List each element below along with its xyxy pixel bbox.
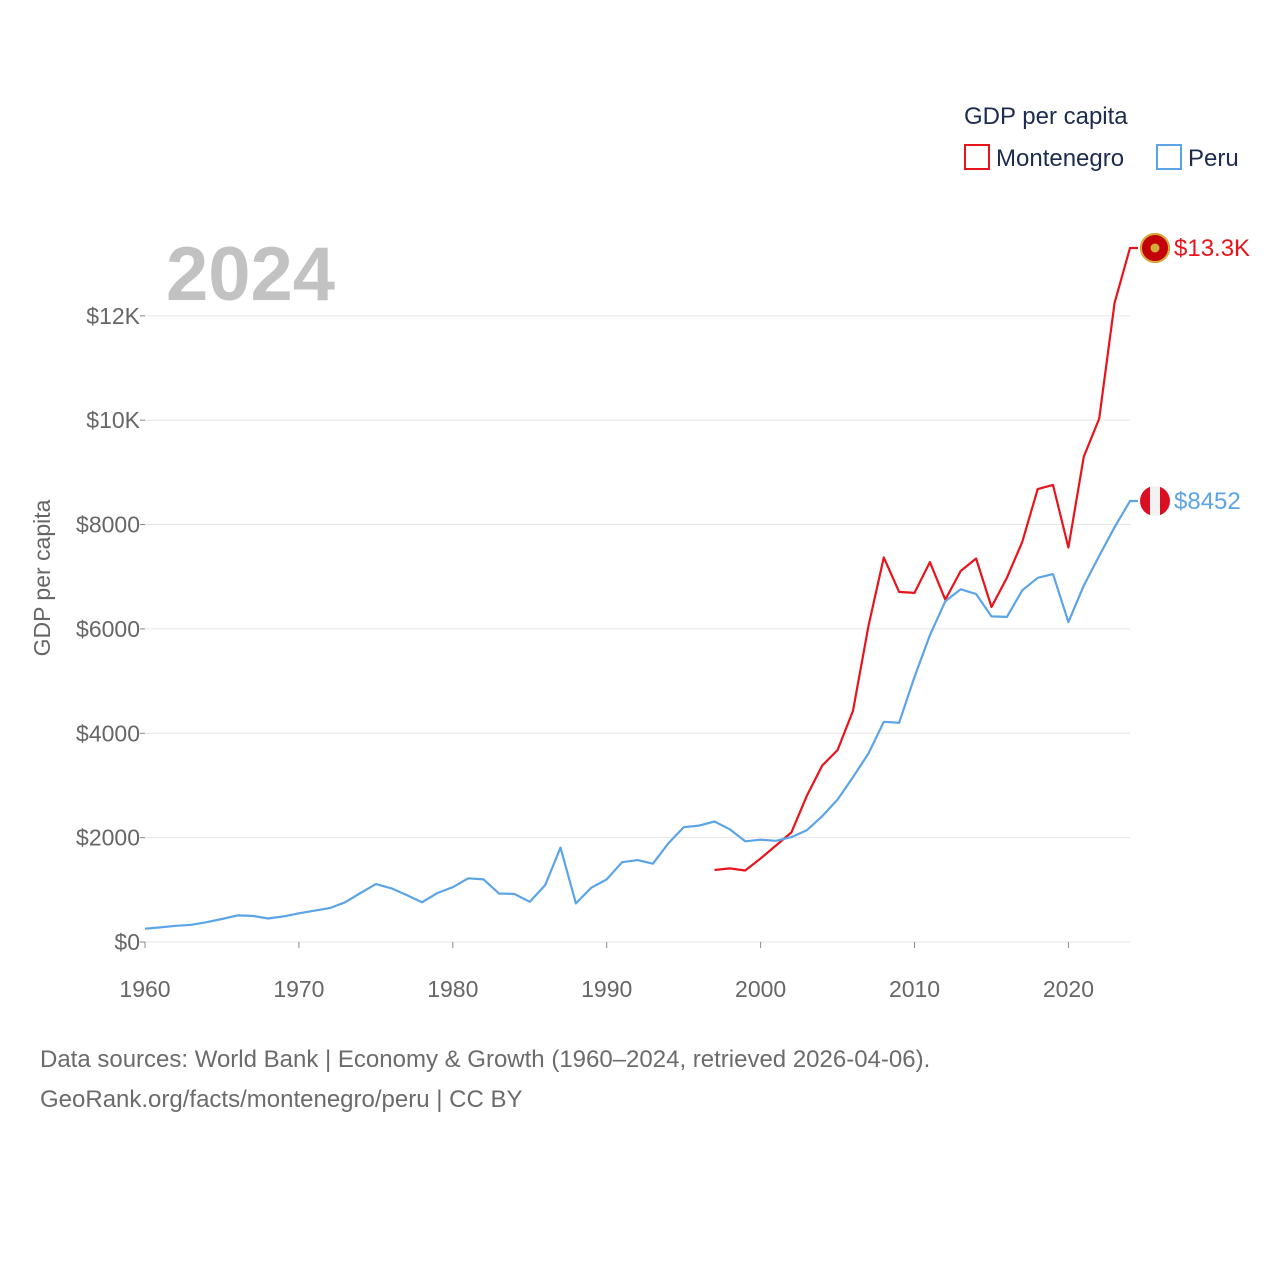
series-line-montenegro[interactable] <box>714 246 1139 872</box>
flag-montenegro-icon <box>1140 233 1170 263</box>
y-tick-label: $2000 <box>76 825 140 851</box>
gridlines <box>145 315 1130 943</box>
x-tick-label: 2000 <box>735 976 786 1002</box>
x-tick-label: 2020 <box>1043 976 1094 1002</box>
flag-band-left <box>1140 485 1150 516</box>
legend: GDP per capita Montenegro Peru <box>964 103 1239 172</box>
end-markers: $13.3K $8452 <box>1140 233 1250 516</box>
flag-peru-icon <box>1140 485 1170 516</box>
end-value-label-montenegro: $13.3K <box>1174 235 1250 262</box>
y-axis-title: GDP per capita <box>29 499 55 656</box>
legend-swatch-montenegro[interactable] <box>964 144 990 170</box>
series-line-peru[interactable] <box>144 499 1138 930</box>
y-tick-label: $4000 <box>76 720 140 746</box>
flag-border <box>1140 233 1170 263</box>
x-tick-label: 1960 <box>119 976 170 1002</box>
footer-sources: Data sources: World Bank | Economy & Gro… <box>40 1046 931 1073</box>
legend-label-peru[interactable]: Peru <box>1188 145 1239 172</box>
flag-band-right <box>1160 485 1170 516</box>
x-tick-label: 1980 <box>427 976 478 1002</box>
footer: Data sources: World Bank | Economy & Gro… <box>40 1040 930 1120</box>
y-tick-label: $12K <box>86 303 140 329</box>
legend-title: GDP per capita <box>964 103 1128 130</box>
y-tick-label: $0 <box>114 929 140 955</box>
y-axis-ticks: $0 $2000 $4000 $6000 $8000 $10K $12K <box>76 303 145 955</box>
end-value-label-peru: $8452 <box>1174 488 1241 515</box>
x-axis-ticks: 1960 1970 1980 1990 2000 2010 2020 <box>119 942 1094 1002</box>
flag-band-middle <box>1150 485 1160 516</box>
x-tick-label: 1990 <box>581 976 632 1002</box>
x-tick-label: 2010 <box>889 976 940 1002</box>
legend-swatch-peru[interactable] <box>1156 144 1182 170</box>
flag-emblem <box>1150 243 1160 253</box>
year-label: 2024 <box>166 232 335 317</box>
y-tick-label: $8000 <box>76 512 140 538</box>
x-tick-label: 1970 <box>273 976 324 1002</box>
footer-link[interactable]: GeoRank.org/facts/montenegro/peru | CC B… <box>40 1086 523 1113</box>
legend-label-montenegro[interactable]: Montenegro <box>996 145 1124 172</box>
y-tick-label: $6000 <box>76 616 140 642</box>
y-tick-label: $10K <box>86 407 140 433</box>
series-lines <box>144 246 1139 930</box>
